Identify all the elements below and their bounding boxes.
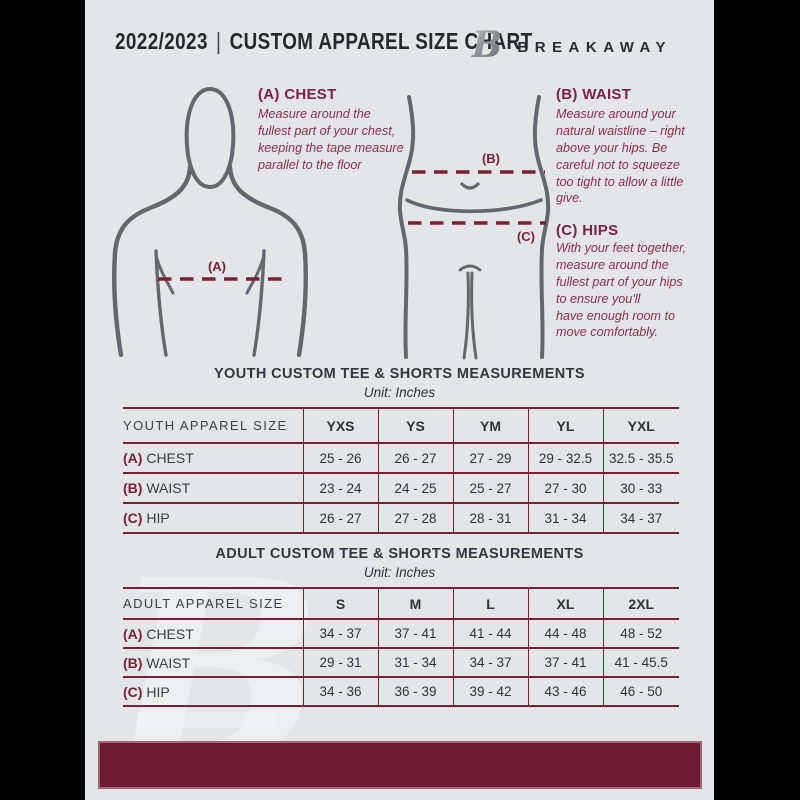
adult-hip-row-label: (C) HIP	[123, 683, 170, 700]
youth-size-yl: YL	[527, 408, 603, 444]
adult-chest-row: (A) CHEST 34 - 37 37 - 41 41 - 44 44 - 4…	[123, 619, 679, 649]
chest-instruction-text: Measure around the fullest part of your …	[258, 107, 404, 172]
adult-hip-row: (C) HIP 34 - 36 36 - 39 39 - 42 43 - 46 …	[123, 677, 679, 706]
table-cell: 46 - 50	[602, 677, 679, 706]
youth-size-yxs: YXS	[302, 408, 378, 444]
brand-name: BREAKAWAY	[517, 39, 672, 56]
table-cell: 31 - 34	[377, 648, 453, 678]
youth-size-yxl: YXL	[602, 408, 679, 444]
youth-chest-row-label: (A) CHEST	[123, 443, 303, 474]
adult-size-2xl: 2XL	[602, 588, 679, 620]
table-cell: 25 - 26	[302, 443, 378, 474]
table-cell: 24 - 25	[377, 473, 453, 504]
hips-label: HIPS	[582, 222, 619, 239]
chest-key: (A)	[258, 86, 280, 103]
adult-section-title: ADULT CUSTOM TEE & SHORTS MEASUREMENTS	[215, 546, 584, 562]
adult-header-row: ADULT APPAREL SIZE S M L XL 2XL	[123, 588, 679, 620]
youth-size-col-header: YOUTH APPAREL SIZE	[123, 408, 303, 444]
youth-header-row: YOUTH APPAREL SIZE YXS YS YM YL YXL	[123, 408, 679, 444]
table-cell: 27 - 28	[377, 503, 453, 533]
waist-label: WAIST	[582, 86, 632, 103]
table-cell: 36 - 39	[377, 677, 453, 706]
svg-text:B: B	[471, 24, 502, 66]
adult-unit-label: Unit: Inches	[363, 565, 436, 580]
waist-marker-label: (B)	[482, 151, 500, 166]
table-cell: 32.5 - 35.5	[602, 443, 679, 474]
adult-waist-row: (B) WAIST 29 - 31 31 - 34 34 - 37 37 - 4…	[123, 648, 679, 678]
breakaway-b-monogram-icon: B	[463, 24, 505, 71]
table-cell: 29 - 32.5	[527, 443, 603, 474]
table-cell: 37 - 41	[377, 619, 453, 649]
youth-size-ym: YM	[452, 408, 528, 444]
hip-marker-label: (C)	[517, 229, 535, 244]
table-cell: 27 - 30	[527, 473, 603, 504]
hips-instruction-text: With your feet together, measure around …	[556, 241, 687, 340]
table-cell: 34 - 37	[452, 648, 528, 678]
table-cell: 34 - 37	[602, 503, 679, 533]
youth-waist-row-label: (B) WAIST	[123, 473, 303, 504]
table-cell: 44 - 48	[527, 619, 603, 649]
page-background: B 2022/2023 | CUSTOM APPAREL SIZE CHART	[85, 0, 714, 800]
brand-logo: B BREAKAWAY	[463, 24, 672, 71]
table-cell: 37 - 41	[527, 648, 603, 678]
adult-size-table: ADULT APPAREL SIZE S M L XL 2XL (A) CHES…	[123, 587, 679, 707]
upper-body-diagram: (A)	[110, 83, 310, 362]
footer-accent-bar	[98, 741, 702, 789]
chest-instruction-heading: (A) CHEST	[258, 86, 337, 103]
table-cell: 31 - 34	[527, 503, 603, 533]
adult-chest-row-label: (A) CHEST	[123, 619, 303, 649]
hips-instruction-heading: (C) HIPS	[556, 222, 618, 239]
table-cell: 23 - 24	[302, 473, 378, 504]
table-cell: 41 - 44	[452, 619, 528, 649]
table-cell: 29 - 31	[302, 648, 378, 678]
table-cell: 25 - 27	[452, 473, 528, 504]
adult-size-s: S	[302, 588, 378, 620]
waist-instruction-text: Measure around your natural waistline – …	[556, 107, 685, 206]
table-cell: 43 - 46	[527, 677, 603, 706]
chest-label: CHEST	[284, 86, 337, 103]
adult-size-col-header: ADULT APPAREL SIZE	[123, 588, 303, 620]
table-cell: 30 - 33	[602, 473, 679, 504]
youth-hip-row: (C) HIP 26 - 27 27 - 28 28 - 31 31 - 34 …	[123, 503, 679, 533]
table-cell: 34 - 36	[302, 677, 378, 706]
youth-size-ys: YS	[377, 408, 453, 444]
youth-waist-row: (B) WAIST 23 - 24 24 - 25 25 - 27 27 - 3…	[123, 473, 679, 504]
table-cell: 27 - 29	[452, 443, 528, 474]
hips-key: (C)	[556, 222, 578, 239]
youth-chest-row: (A) CHEST 25 - 26 26 - 27 27 - 29 29 - 3…	[123, 443, 679, 474]
youth-section-title: YOUTH CUSTOM TEE & SHORTS MEASUREMENTS	[213, 366, 585, 382]
header-title: 2022/2023 | CUSTOM APPAREL SIZE CHART	[115, 28, 533, 55]
table-cell: 41 - 45.5	[602, 648, 679, 678]
brand-watermark-bar	[137, 712, 277, 728]
document-header: 2022/2023 | CUSTOM APPAREL SIZE CHART B	[115, 24, 694, 66]
youth-size-table: YOUTH APPAREL SIZE YXS YS YM YL YXL (A) …	[123, 407, 679, 534]
season-label: 2022/2023	[115, 28, 208, 54]
table-cell: 34 - 37	[302, 619, 378, 649]
lower-body-diagram: (B) (C)	[390, 95, 570, 366]
chart-title: CUSTOM APPAREL SIZE CHART	[229, 28, 533, 54]
table-cell: 48 - 52	[602, 619, 679, 649]
table-cell: 28 - 31	[452, 503, 528, 533]
table-cell: 39 - 42	[452, 677, 528, 706]
waist-key: (B)	[556, 86, 578, 103]
adult-waist-row-label: (B) WAIST	[123, 648, 303, 678]
table-cell: 26 - 27	[377, 443, 453, 474]
adult-size-m: M	[377, 588, 453, 620]
youth-unit-label: Unit: Inches	[363, 385, 436, 400]
adult-size-l: L	[452, 588, 528, 620]
header-separator: |	[216, 28, 222, 54]
table-cell: 26 - 27	[302, 503, 378, 533]
youth-hip-row-label: (C) HIP	[123, 510, 170, 526]
chest-marker-label: (A)	[208, 259, 226, 274]
adult-size-xl: XL	[527, 588, 603, 620]
waist-instruction-heading: (B) WAIST	[556, 86, 631, 103]
